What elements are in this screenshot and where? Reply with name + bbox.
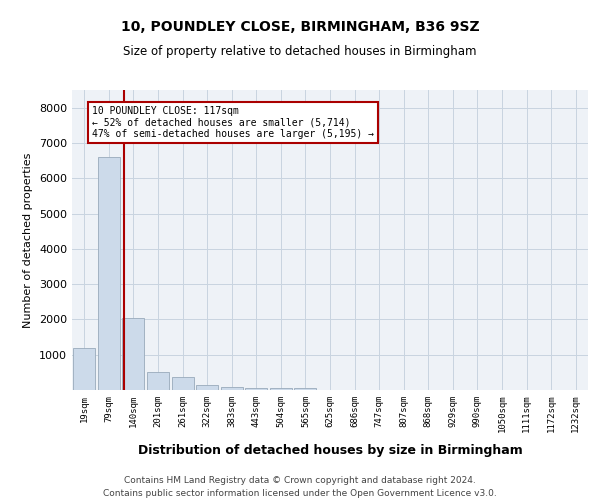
Text: Contains public sector information licensed under the Open Government Licence v3: Contains public sector information licen… xyxy=(103,488,497,498)
Text: Contains HM Land Registry data © Crown copyright and database right 2024.: Contains HM Land Registry data © Crown c… xyxy=(124,476,476,485)
Text: Size of property relative to detached houses in Birmingham: Size of property relative to detached ho… xyxy=(123,45,477,58)
Bar xyxy=(73,348,95,390)
Bar xyxy=(245,388,268,390)
Bar xyxy=(270,388,292,390)
Bar xyxy=(221,387,243,390)
Bar xyxy=(172,376,194,390)
Bar xyxy=(295,388,316,390)
Bar xyxy=(196,385,218,390)
Bar xyxy=(147,372,169,390)
Y-axis label: Number of detached properties: Number of detached properties xyxy=(23,152,34,328)
X-axis label: Distribution of detached houses by size in Birmingham: Distribution of detached houses by size … xyxy=(137,444,523,456)
Text: 10, POUNDLEY CLOSE, BIRMINGHAM, B36 9SZ: 10, POUNDLEY CLOSE, BIRMINGHAM, B36 9SZ xyxy=(121,20,479,34)
Bar xyxy=(122,318,145,390)
Text: 10 POUNDLEY CLOSE: 117sqm
← 52% of detached houses are smaller (5,714)
47% of se: 10 POUNDLEY CLOSE: 117sqm ← 52% of detac… xyxy=(92,106,374,139)
Bar xyxy=(98,157,120,390)
